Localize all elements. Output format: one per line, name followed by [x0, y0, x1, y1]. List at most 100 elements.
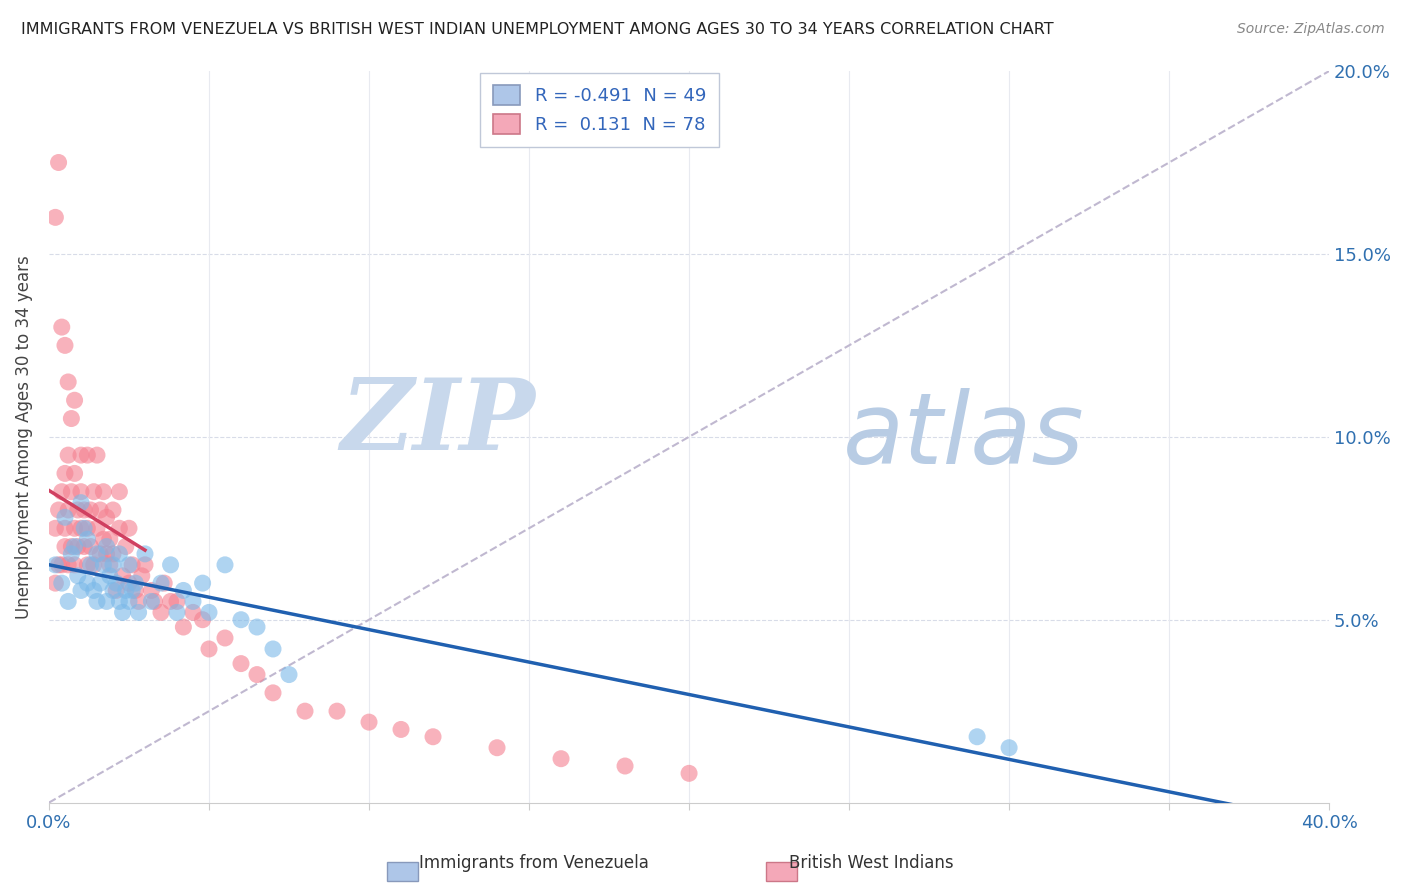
Point — [44, 521, 66, 535]
Point — [44, 576, 66, 591]
Point — [118, 594, 141, 608]
Point — [108, 484, 131, 499]
Point — [76, 533, 98, 547]
Point — [181, 606, 204, 620]
Point — [66, 503, 89, 517]
Point — [70, 583, 93, 598]
Point — [108, 547, 131, 561]
Text: ZIP: ZIP — [340, 374, 536, 470]
Point — [357, 715, 380, 730]
Point — [63, 540, 86, 554]
Point — [70, 496, 93, 510]
Legend: R = -0.491  N = 49, R =  0.131  N = 78: R = -0.491 N = 49, R = 0.131 N = 78 — [481, 73, 718, 147]
Point — [229, 613, 252, 627]
Point — [96, 510, 118, 524]
Point — [101, 583, 124, 598]
Point — [76, 521, 98, 535]
Point — [44, 211, 66, 225]
Point — [101, 558, 124, 572]
Point — [76, 448, 98, 462]
Point — [60, 411, 83, 425]
Point — [128, 594, 150, 608]
Point — [181, 594, 204, 608]
Point — [166, 606, 188, 620]
Point — [124, 576, 146, 591]
Point — [143, 594, 166, 608]
Point — [48, 558, 70, 572]
Point — [153, 576, 176, 591]
Point — [89, 576, 111, 591]
Point — [278, 667, 301, 681]
Point — [48, 155, 70, 169]
Point — [118, 576, 141, 591]
Point — [63, 467, 86, 481]
Text: British West Indians: British West Indians — [789, 855, 955, 872]
Point — [70, 484, 93, 499]
Point — [51, 558, 73, 572]
Point — [96, 547, 118, 561]
Text: Immigrants from Venezuela: Immigrants from Venezuela — [419, 855, 650, 872]
Point — [246, 620, 269, 634]
Point — [53, 521, 76, 535]
Point — [70, 521, 93, 535]
Point — [101, 547, 124, 561]
Point — [246, 667, 269, 681]
Point — [172, 583, 194, 598]
Point — [89, 503, 111, 517]
Point — [73, 540, 96, 554]
Point — [86, 448, 108, 462]
Point — [614, 759, 637, 773]
Point — [131, 569, 153, 583]
Point — [108, 594, 131, 608]
Point — [53, 540, 76, 554]
Point — [93, 533, 115, 547]
Point — [79, 503, 101, 517]
Text: IMMIGRANTS FROM VENEZUELA VS BRITISH WEST INDIAN UNEMPLOYMENT AMONG AGES 30 TO 3: IMMIGRANTS FROM VENEZUELA VS BRITISH WES… — [21, 22, 1053, 37]
Point — [121, 558, 143, 572]
Point — [83, 558, 105, 572]
Point — [79, 540, 101, 554]
Point — [326, 704, 349, 718]
Point — [63, 393, 86, 408]
Point — [118, 521, 141, 535]
Y-axis label: Unemployment Among Ages 30 to 34 years: Unemployment Among Ages 30 to 34 years — [15, 255, 32, 619]
Point — [149, 576, 172, 591]
Point — [159, 594, 181, 608]
Point — [486, 740, 509, 755]
Point — [93, 558, 115, 572]
Point — [134, 547, 156, 561]
Point — [93, 484, 115, 499]
Point — [96, 594, 118, 608]
Text: atlas: atlas — [842, 388, 1084, 485]
Point — [70, 448, 93, 462]
Point — [114, 540, 136, 554]
Point — [98, 558, 121, 572]
Point — [73, 503, 96, 517]
Point — [389, 723, 412, 737]
Point — [53, 510, 76, 524]
Point — [56, 558, 79, 572]
Point — [198, 606, 221, 620]
Point — [105, 583, 128, 598]
Point — [159, 558, 181, 572]
Point — [214, 558, 236, 572]
Point — [60, 547, 83, 561]
Point — [96, 540, 118, 554]
Point — [63, 521, 86, 535]
Point — [134, 558, 156, 572]
Point — [83, 484, 105, 499]
Point — [422, 730, 444, 744]
Point — [56, 448, 79, 462]
Point — [86, 594, 108, 608]
Point — [51, 320, 73, 334]
Point — [118, 558, 141, 572]
Point — [56, 503, 79, 517]
Point — [89, 547, 111, 561]
Point — [191, 613, 214, 627]
Text: Source: ZipAtlas.com: Source: ZipAtlas.com — [1237, 22, 1385, 37]
Point — [124, 583, 146, 598]
Point — [114, 583, 136, 598]
Point — [76, 558, 98, 572]
Point — [111, 569, 134, 583]
Point — [172, 620, 194, 634]
